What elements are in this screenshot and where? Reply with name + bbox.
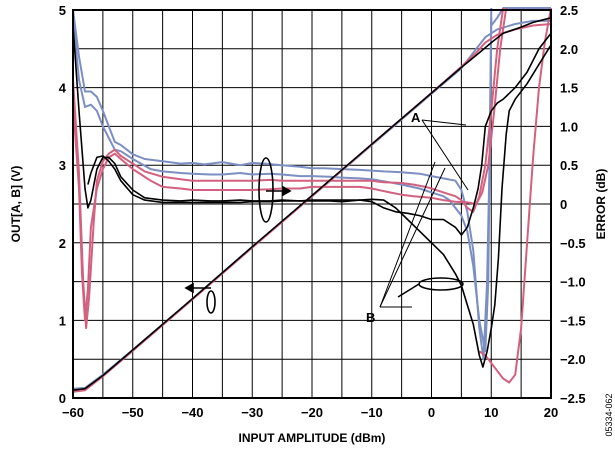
annotation-a: A bbox=[411, 110, 421, 125]
right-y-tick-label: 0.5 bbox=[560, 158, 578, 173]
right-y-tick-label: 0 bbox=[560, 197, 567, 212]
right-axis-marker-arrow-b bbox=[397, 283, 420, 298]
left-y-tick-label: 0 bbox=[59, 391, 66, 406]
right-y-tick-labels: −2.5 −2.0 −1.5 −1.0 −0.5 0 0.5 1.0 1.5 2.0 2.5 bbox=[560, 3, 586, 406]
x-tick-label: −30 bbox=[241, 405, 263, 420]
x-tick-label: 20 bbox=[544, 405, 558, 420]
right-axis-marker-ellipse-a bbox=[258, 157, 274, 223]
right-y-axis-label: ERROR (dB) bbox=[594, 169, 608, 240]
callout-a-line-2 bbox=[421, 119, 469, 191]
x-tick-label: −60 bbox=[62, 405, 84, 420]
right-y-tick-label: −2.0 bbox=[560, 352, 586, 367]
x-tick-label: −20 bbox=[301, 405, 323, 420]
series-line-pink-right bbox=[72, 7, 505, 330]
left-y-axis-label: OUT[A, B] (V) bbox=[9, 166, 23, 243]
series-line-black-left bbox=[72, 17, 552, 391]
x-tick-label: −40 bbox=[181, 405, 203, 420]
series-line-pink-right bbox=[72, 7, 508, 322]
series-line-pink-right bbox=[478, 7, 552, 384]
right-y-tick-label: −0.5 bbox=[560, 236, 586, 251]
left-y-tick-label: 4 bbox=[59, 81, 67, 96]
series-line-blue-right bbox=[72, 7, 493, 361]
annotation-markers bbox=[184, 119, 469, 314]
plot-frame bbox=[72, 9, 552, 399]
left-axis-marker-arrowhead bbox=[184, 282, 194, 294]
x-tick-labels: −60 −50 −40 −30 −20 −10 0 10 20 bbox=[62, 405, 558, 420]
right-y-tick-label: 1.0 bbox=[560, 119, 578, 134]
left-axis-marker-ellipse bbox=[206, 290, 216, 314]
left-y-tick-labels: 0 1 2 3 4 5 bbox=[59, 3, 67, 406]
series-line-blue-right bbox=[490, 7, 551, 27]
x-axis-label: INPUT AMPLITUDE (dBm) bbox=[239, 431, 386, 445]
series-layer bbox=[72, 7, 552, 393]
left-y-tick-label: 2 bbox=[59, 236, 66, 251]
right-y-tick-label: 2.0 bbox=[560, 42, 578, 57]
x-tick-label: −50 bbox=[122, 405, 144, 420]
right-axis-marker-arrowhead-a bbox=[282, 185, 292, 197]
right-y-tick-label: 2.5 bbox=[560, 3, 578, 18]
callout-a-line-1 bbox=[421, 119, 467, 126]
right-y-tick-label: −1.0 bbox=[560, 275, 586, 290]
right-y-tick-label: −1.5 bbox=[560, 313, 586, 328]
callout-b-line-1 bbox=[379, 161, 436, 308]
left-y-tick-label: 1 bbox=[59, 313, 66, 328]
series-line-black-right bbox=[87, 44, 552, 368]
left-y-tick-label: 3 bbox=[59, 158, 66, 173]
right-y-tick-label: 1.5 bbox=[560, 81, 578, 96]
figure-id: 05334-062 bbox=[604, 393, 614, 436]
series-line-blue-right bbox=[72, 17, 493, 353]
annotation-b: B bbox=[366, 310, 375, 325]
x-tick-label: 0 bbox=[428, 405, 435, 420]
x-tick-label: −10 bbox=[361, 405, 383, 420]
callout-b-line-2 bbox=[379, 167, 446, 308]
right-axis-marker-ellipse-b bbox=[418, 277, 464, 291]
x-tick-label: 10 bbox=[484, 405, 498, 420]
right-y-tick-label: −2.5 bbox=[560, 391, 586, 406]
left-y-tick-label: 5 bbox=[59, 3, 66, 18]
